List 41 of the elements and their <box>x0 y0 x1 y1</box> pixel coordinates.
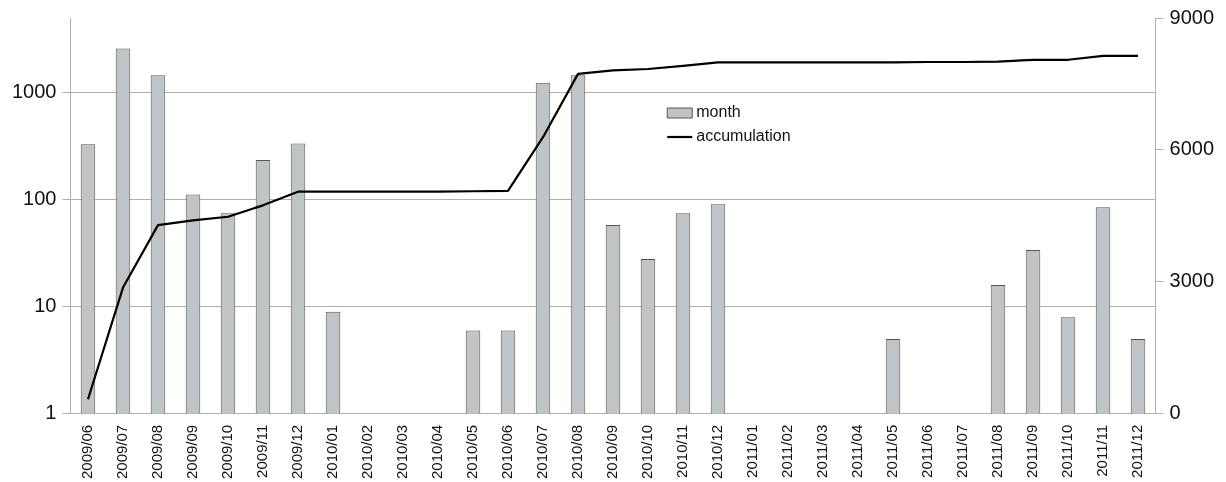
legend-label: accumulation <box>696 127 791 145</box>
x-tick-label: 2009/10 <box>218 424 236 480</box>
x-tick-label: 2010/06 <box>498 424 516 480</box>
y2-tick-label: 3000 <box>1169 269 1215 292</box>
y2-tick-label: 6000 <box>1169 137 1215 160</box>
x-tick-label: 2011/01 <box>743 424 761 478</box>
x-tick-label: 2009/11 <box>253 424 271 478</box>
y-tick-label: 10 <box>34 294 57 317</box>
x-tick-label: 2009/12 <box>288 424 306 480</box>
x-tick-label: 2009/08 <box>148 424 166 480</box>
x-tick-label: 2011/10 <box>1058 424 1076 478</box>
x-tick-label: 2010/10 <box>638 424 656 480</box>
x-tick-label: 2011/07 <box>953 424 971 478</box>
x-tick-label: 2010/11 <box>673 424 691 478</box>
x-tick-label: 2011/09 <box>1023 424 1041 478</box>
y2-tick-label: 0 <box>1169 401 1181 424</box>
x-tick-label: 2009/06 <box>78 424 96 480</box>
x-tick-label: 2011/03 <box>813 424 831 478</box>
x-tick-label: 2011/08 <box>988 424 1006 478</box>
y-tick-label: 100 <box>23 187 57 210</box>
x-tick-label: 2011/11 <box>1093 424 1111 477</box>
x-tick-label: 2011/02 <box>778 424 796 478</box>
x-tick-label: 2011/05 <box>883 424 901 478</box>
x-tick-label: 2010/09 <box>603 424 621 480</box>
x-tick-label: 2010/07 <box>533 424 551 480</box>
x-tick-label: 2010/05 <box>463 424 481 480</box>
x-tick-label: 2010/04 <box>428 424 446 480</box>
x-tick-label: 2011/12 <box>1128 424 1146 478</box>
y-tick-label: 1 <box>45 401 57 424</box>
legend-label: month <box>696 103 741 121</box>
x-tick-label: 2009/09 <box>183 424 201 480</box>
x-tick-label: 2010/02 <box>358 424 376 480</box>
y2-tick-label: 9000 <box>1169 5 1215 28</box>
x-tick-label: 2010/03 <box>393 424 411 480</box>
y-tick-label: 1000 <box>11 80 57 103</box>
x-tick-label: 2011/06 <box>918 424 936 478</box>
x-tick-label: 2010/08 <box>568 424 586 480</box>
x-tick-label: 2009/07 <box>113 424 131 480</box>
x-tick-label: 2010/12 <box>708 424 726 480</box>
x-tick-label: 2011/04 <box>848 424 866 478</box>
x-tick-label: 2010/01 <box>323 424 341 480</box>
